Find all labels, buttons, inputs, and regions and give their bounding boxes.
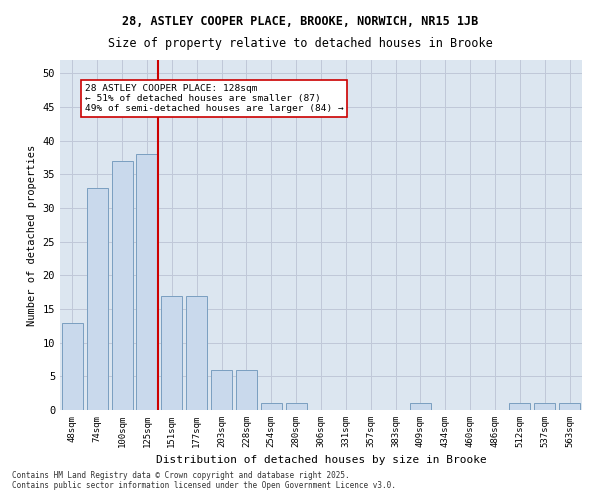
Bar <box>211 370 232 410</box>
Text: Contains HM Land Registry data © Crown copyright and database right 2025.
Contai: Contains HM Land Registry data © Crown c… <box>12 470 396 490</box>
Bar <box>261 404 282 410</box>
Bar <box>236 370 257 410</box>
Bar <box>62 322 83 410</box>
Y-axis label: Number of detached properties: Number of detached properties <box>27 144 37 326</box>
Text: 28 ASTLEY COOPER PLACE: 128sqm
← 51% of detached houses are smaller (87)
49% of : 28 ASTLEY COOPER PLACE: 128sqm ← 51% of … <box>85 84 344 114</box>
Bar <box>509 404 530 410</box>
Bar <box>87 188 108 410</box>
X-axis label: Distribution of detached houses by size in Brooke: Distribution of detached houses by size … <box>155 456 487 466</box>
Bar <box>136 154 158 410</box>
Bar <box>534 404 555 410</box>
Bar <box>559 404 580 410</box>
Text: 28, ASTLEY COOPER PLACE, BROOKE, NORWICH, NR15 1JB: 28, ASTLEY COOPER PLACE, BROOKE, NORWICH… <box>122 15 478 28</box>
Text: Size of property relative to detached houses in Brooke: Size of property relative to detached ho… <box>107 38 493 51</box>
Bar <box>186 296 207 410</box>
Bar <box>286 404 307 410</box>
Bar <box>161 296 182 410</box>
Bar <box>410 404 431 410</box>
Bar <box>112 161 133 410</box>
